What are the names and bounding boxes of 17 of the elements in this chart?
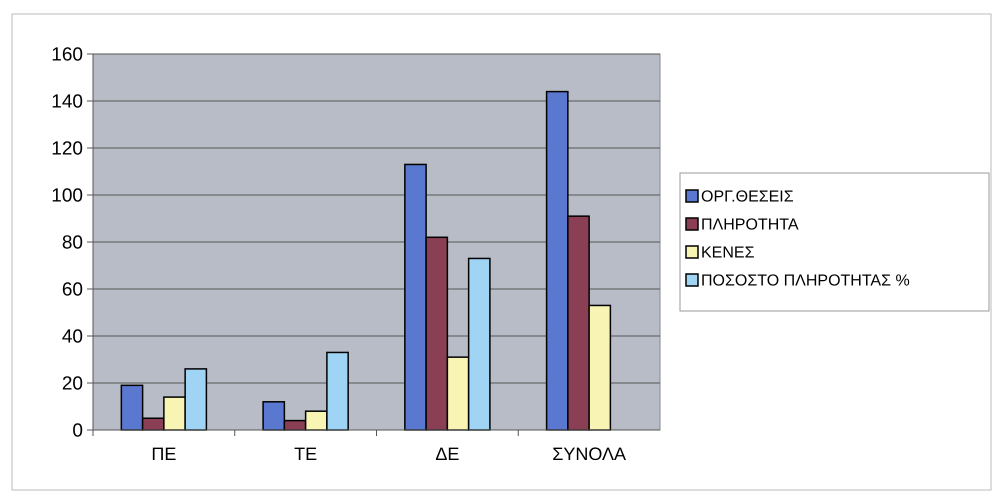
x-tick-label: ΣΥΝΟΛΑ — [552, 444, 626, 464]
y-tick-label: 40 — [62, 326, 83, 348]
x-tick-label: ΔΕ — [435, 444, 460, 464]
x-tick-label: ΤΕ — [294, 444, 318, 464]
y-tick-label: 0 — [72, 420, 83, 442]
y-tick-label: 140 — [51, 92, 83, 113]
legend-label: ΠΟΣΟΣΤΟ ΠΛΗΡΟΤΗΤΑΣ % — [701, 272, 910, 290]
y-tick-label: 60 — [62, 280, 83, 301]
y-tick-label: 20 — [62, 374, 83, 395]
x-tick-label: ΠΕ — [151, 444, 176, 464]
y-tick-label: 100 — [51, 186, 83, 207]
y-tick-label: 160 — [51, 44, 83, 66]
legend-label: ΠΛΗΡΟΤΗΤΑ — [701, 216, 799, 234]
legend-label: ΟΡΓ.ΘΕΣΕΙΣ — [701, 188, 794, 206]
y-tick-label: 120 — [51, 138, 83, 160]
legend-label: ΚΕΝΕΣ — [701, 244, 755, 262]
y-tick-label: 80 — [62, 232, 83, 254]
